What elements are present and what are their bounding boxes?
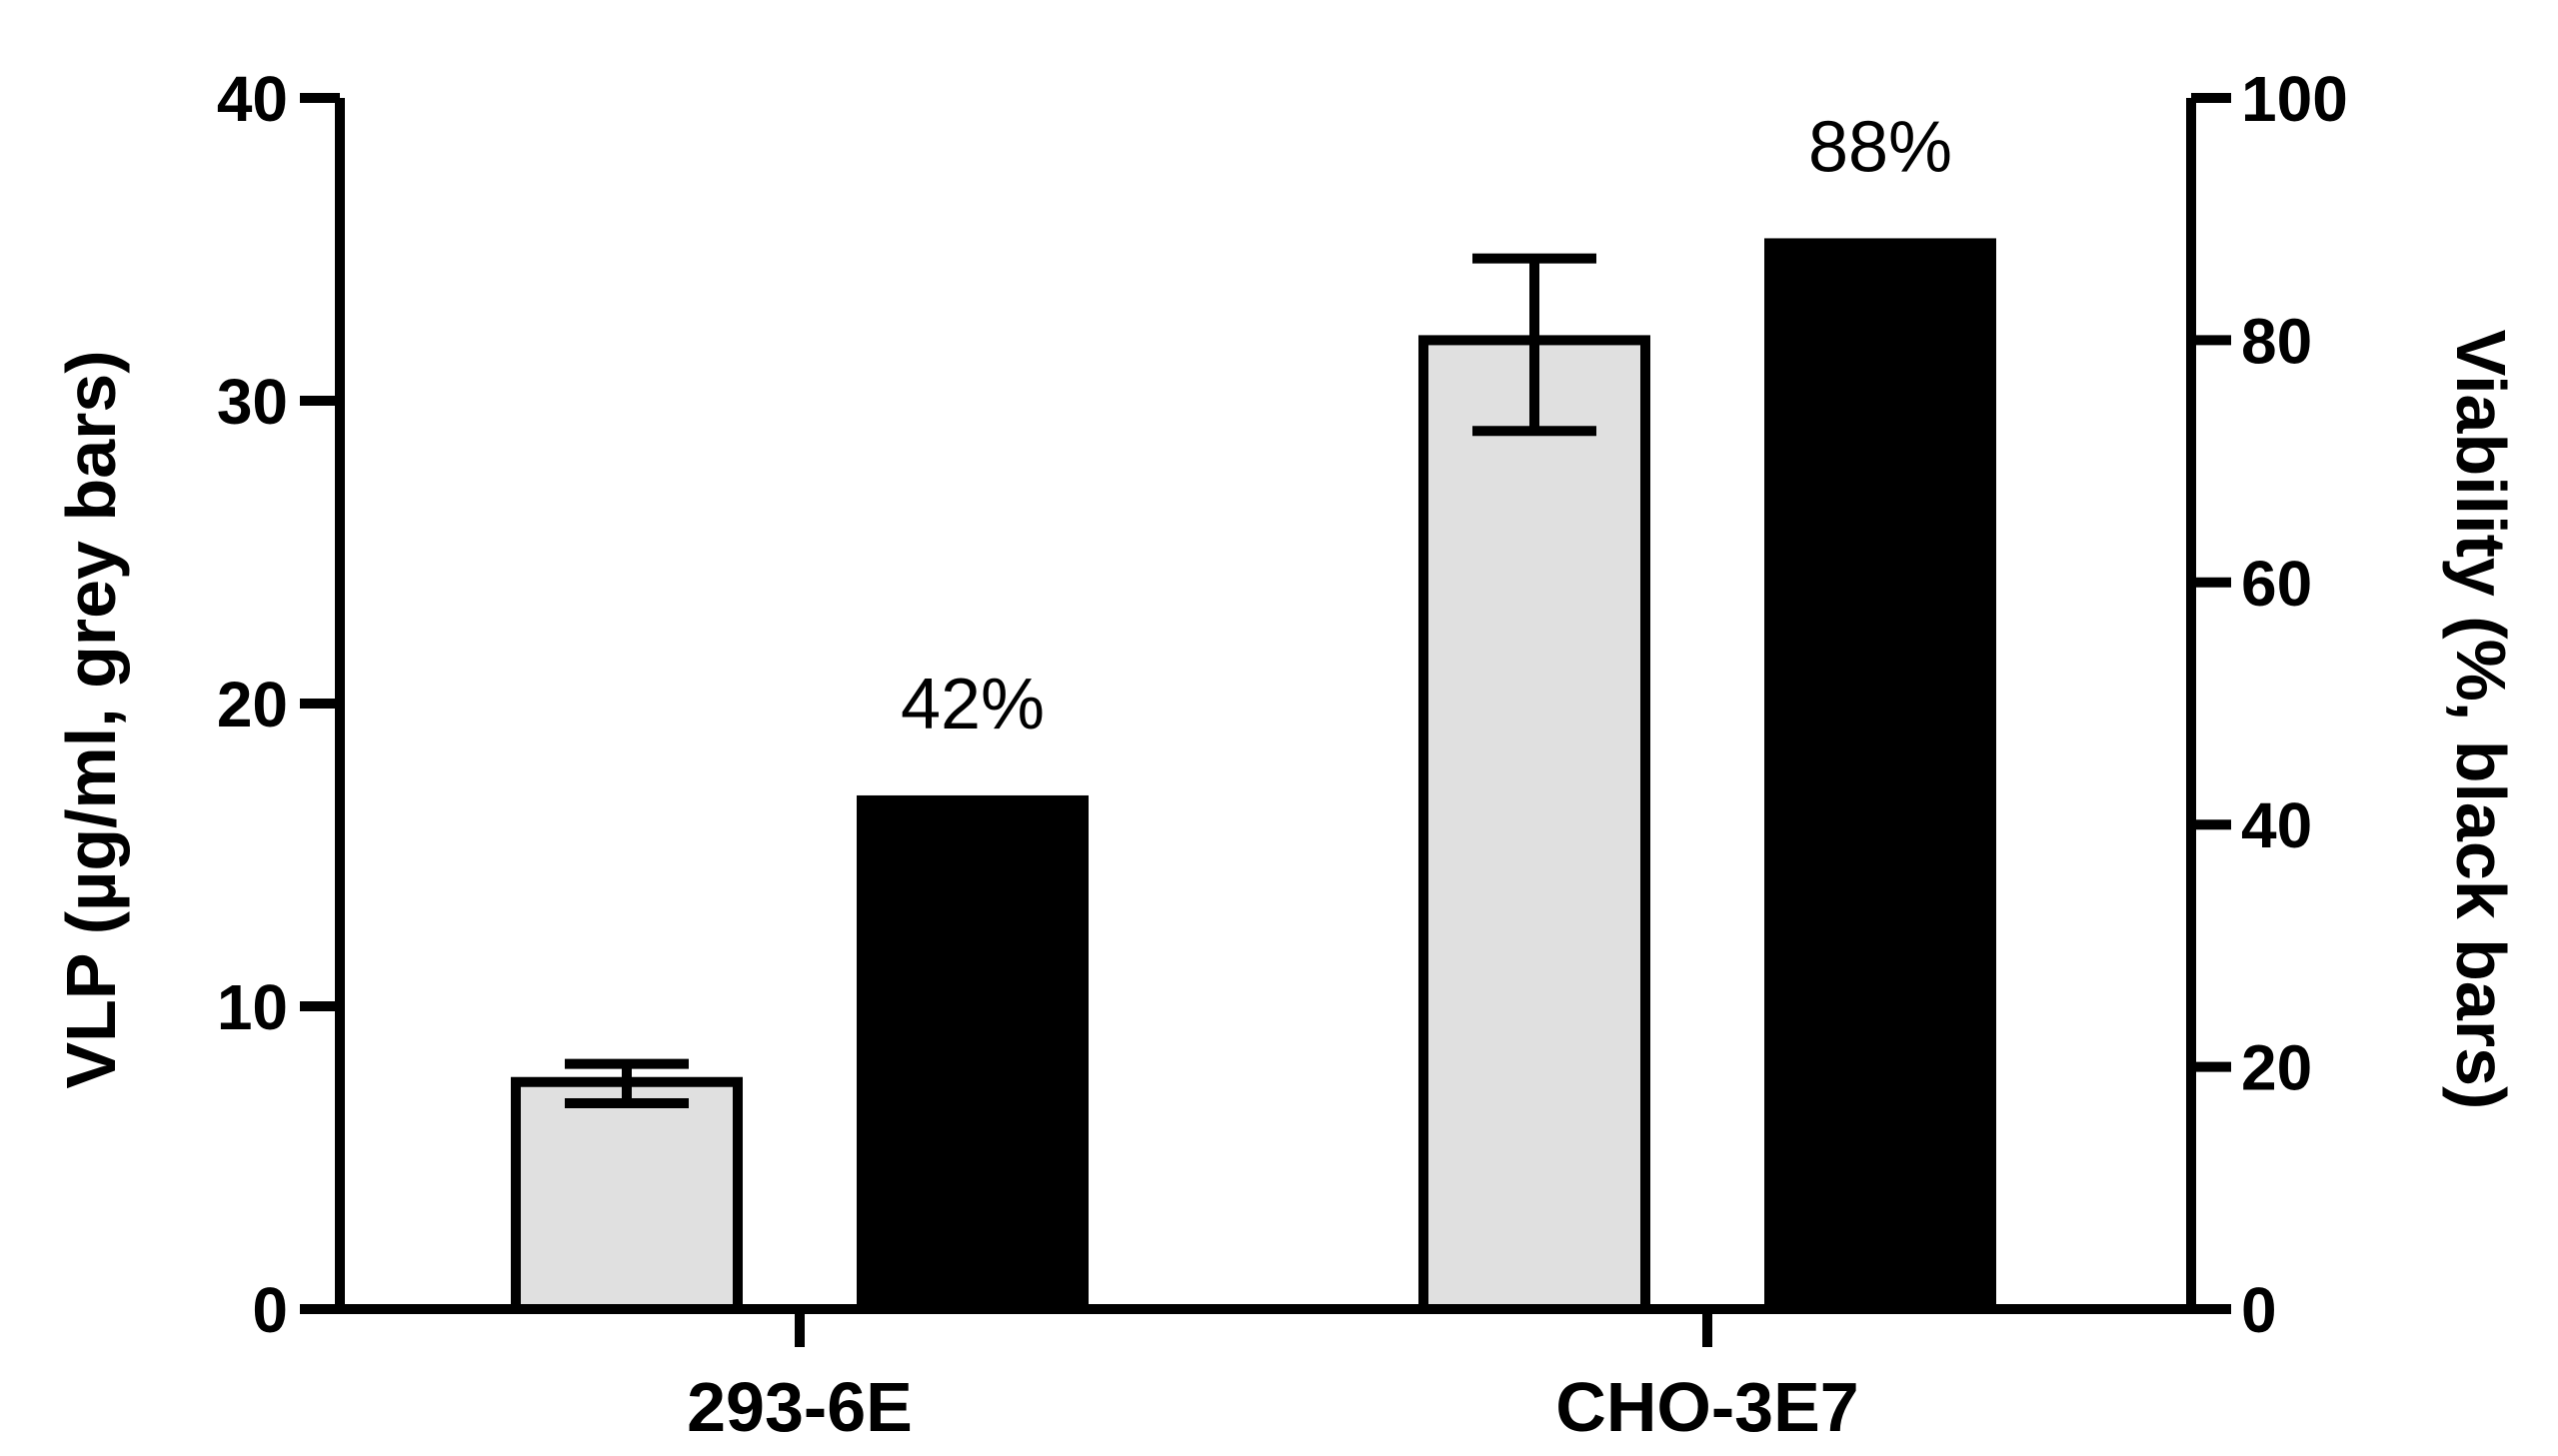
y-tick-label-right: 0	[2241, 1274, 2277, 1346]
y-tick-label-right: 40	[2241, 789, 2312, 861]
y-axis-right-title: Viability (%, black bars)	[2442, 330, 2520, 1110]
x-tick-label: CHO-3E7	[1555, 1368, 1858, 1446]
bars	[511, 238, 1996, 1314]
y-tick-label-right: 20	[2241, 1032, 2312, 1104]
grey-bar	[1418, 335, 1650, 1314]
data-label: 42%	[901, 665, 1045, 744]
y-tick-label-left: 40	[217, 63, 288, 135]
y-tick-label-right: 80	[2241, 305, 2312, 377]
y-tick-label-left: 10	[217, 971, 288, 1043]
y-axis-left-title: VLP (µg/ml, grey bars)	[52, 350, 130, 1088]
y-tick-label-right: 60	[2241, 548, 2312, 620]
black-bar	[1764, 238, 1996, 1310]
x-tick-label: 293-6E	[687, 1368, 913, 1446]
y-tick-label-left: 30	[217, 366, 288, 438]
black-bar	[857, 794, 1089, 1309]
y-tick-label-left: 20	[217, 669, 288, 740]
grey-bar	[511, 1076, 743, 1314]
labels: 0 10 20 30 40 0 20 40 60 80 100 293-6E 42% CHO-3E7 88%	[217, 63, 2348, 1446]
y-tick-label-right: 100	[2241, 63, 2348, 135]
y-tick-label-left: 0	[252, 1274, 288, 1346]
data-label: 88%	[1808, 107, 1952, 187]
